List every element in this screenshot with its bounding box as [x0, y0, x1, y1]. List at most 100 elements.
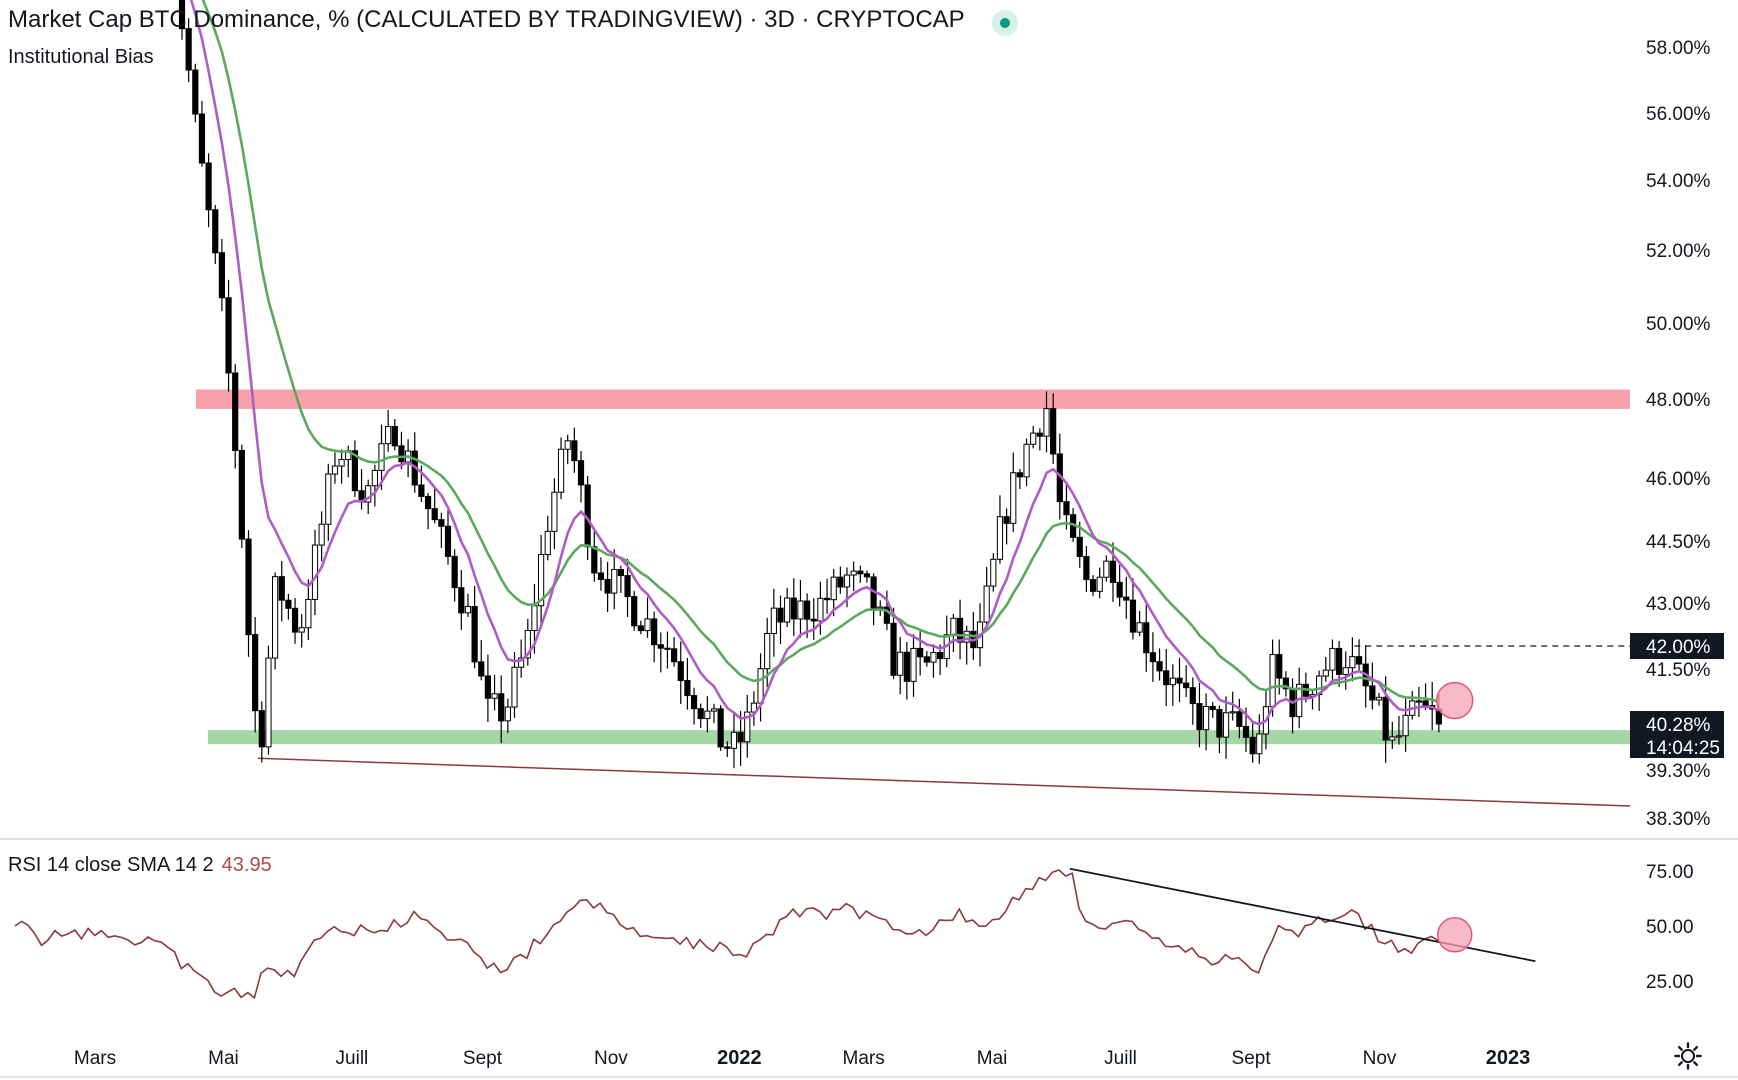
candle[interactable] — [903, 642, 910, 700]
candle[interactable] — [757, 653, 764, 722]
candle[interactable] — [617, 565, 625, 594]
candle[interactable] — [710, 703, 718, 724]
candle[interactable] — [677, 641, 684, 704]
candle[interactable] — [1189, 677, 1196, 725]
candle[interactable] — [1369, 662, 1376, 710]
candle[interactable] — [1415, 686, 1423, 717]
candle[interactable] — [252, 617, 259, 733]
candle[interactable] — [504, 698, 511, 734]
candle[interactable] — [411, 432, 418, 493]
candle[interactable] — [1169, 664, 1176, 706]
candle[interactable] — [1003, 508, 1010, 545]
candle[interactable] — [298, 614, 305, 648]
candle[interactable] — [737, 711, 744, 766]
candle[interactable] — [185, 18, 192, 83]
candle[interactable] — [850, 561, 857, 592]
candle[interactable] — [863, 570, 871, 583]
candle[interactable] — [651, 611, 658, 663]
candle[interactable] — [591, 529, 598, 582]
candle[interactable] — [837, 566, 844, 594]
candle[interactable] — [484, 654, 492, 722]
candle[interactable] — [192, 63, 199, 123]
candle[interactable] — [518, 639, 525, 678]
candle[interactable] — [1129, 578, 1137, 640]
candle[interactable] — [305, 579, 312, 641]
candle[interactable] — [258, 701, 265, 763]
candle[interactable] — [730, 712, 738, 769]
candle[interactable] — [245, 530, 252, 657]
candle[interactable] — [464, 593, 472, 617]
candle[interactable] — [225, 279, 232, 392]
candle[interactable] — [491, 674, 498, 711]
candle[interactable] — [291, 598, 299, 644]
candle[interactable] — [564, 434, 571, 465]
candle[interactable] — [318, 511, 325, 562]
candle[interactable] — [544, 515, 551, 561]
candle[interactable] — [385, 409, 392, 452]
candle[interactable] — [205, 153, 212, 228]
candle[interactable] — [338, 449, 345, 484]
candle[interactable] — [1402, 697, 1409, 752]
candle[interactable] — [1382, 676, 1389, 763]
candle[interactable] — [218, 239, 226, 312]
candle[interactable] — [1375, 692, 1383, 706]
candle[interactable] — [917, 631, 924, 676]
candle[interactable] — [325, 463, 332, 541]
candle[interactable] — [1203, 693, 1210, 751]
candle[interactable] — [1289, 678, 1296, 734]
candle[interactable] — [1282, 671, 1290, 697]
candle[interactable] — [371, 464, 378, 507]
candle[interactable] — [950, 613, 957, 652]
candle[interactable] — [311, 529, 319, 616]
candle[interactable] — [996, 495, 1004, 564]
candle[interactable] — [1216, 705, 1223, 754]
candle[interactable] — [1256, 714, 1263, 764]
candle[interactable] — [1089, 575, 1097, 597]
candle[interactable] — [943, 615, 950, 668]
candle[interactable] — [1076, 521, 1083, 568]
candle[interactable] — [1176, 657, 1183, 703]
candle[interactable] — [790, 578, 797, 637]
candle[interactable] — [877, 600, 884, 616]
candle[interactable] — [1043, 391, 1050, 453]
candle[interactable] — [538, 534, 545, 627]
candle[interactable] — [1103, 555, 1110, 582]
support-trendline[interactable] — [257, 757, 1631, 807]
candle[interactable] — [697, 703, 704, 728]
candle[interactable] — [391, 418, 398, 451]
candle[interactable] — [278, 560, 285, 622]
candle[interactable] — [770, 588, 777, 657]
candle[interactable] — [724, 741, 731, 758]
candle[interactable] — [631, 590, 638, 631]
candle[interactable] — [611, 549, 618, 610]
candle[interactable] — [717, 705, 724, 751]
candle[interactable] — [178, 0, 186, 40]
candle[interactable] — [644, 597, 651, 638]
candle[interactable] — [1030, 425, 1037, 449]
candle[interactable] — [963, 625, 970, 665]
candle[interactable] — [424, 493, 432, 530]
candle[interactable] — [930, 644, 937, 678]
candle[interactable] — [557, 437, 565, 500]
candle[interactable] — [704, 696, 711, 733]
candle[interactable] — [378, 424, 385, 490]
rsi-line[interactable] — [14, 869, 1439, 1000]
candle[interactable] — [983, 566, 990, 630]
candle[interactable] — [823, 578, 831, 614]
candle[interactable] — [784, 588, 791, 628]
candle[interactable] — [597, 557, 605, 591]
candle[interactable] — [1163, 648, 1170, 706]
price-highlight-circle[interactable] — [1435, 681, 1474, 720]
candle[interactable] — [1109, 542, 1117, 602]
candle[interactable] — [1143, 604, 1150, 672]
candle[interactable] — [1329, 639, 1336, 680]
candle[interactable] — [657, 632, 664, 673]
candle[interactable] — [238, 444, 245, 548]
candle[interactable] — [684, 657, 691, 710]
candle[interactable] — [1389, 721, 1396, 749]
candle[interactable] — [750, 691, 758, 726]
candle[interactable] — [451, 549, 458, 602]
candle[interactable] — [690, 687, 698, 725]
candle[interactable] — [1023, 438, 1030, 487]
candle[interactable] — [478, 640, 485, 681]
